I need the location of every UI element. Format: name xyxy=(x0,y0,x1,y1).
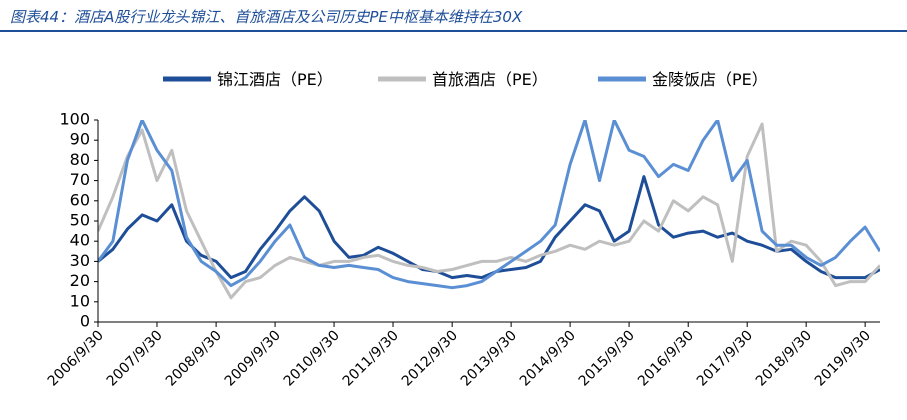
x-tick-label: 2019/9/30 xyxy=(812,328,874,390)
y-tick-label: 10 xyxy=(70,291,90,310)
x-tick-label: 2018/9/30 xyxy=(753,328,815,390)
y-tick-label: 80 xyxy=(70,150,90,169)
title-rule xyxy=(0,30,907,32)
x-tick-label: 2011/9/30 xyxy=(340,328,402,390)
y-tick-label: 40 xyxy=(70,231,90,250)
series-line-2 xyxy=(98,122,880,300)
x-tick-label: 2006/9/30 xyxy=(45,328,107,390)
y-tick-label: 0 xyxy=(80,312,90,331)
x-tick-label: 2015/9/30 xyxy=(576,328,638,390)
x-tick-label: 2017/9/30 xyxy=(694,328,756,390)
x-tick-label: 2008/9/30 xyxy=(163,328,225,390)
x-tick-label: 2014/9/30 xyxy=(517,328,579,390)
x-tick-label: 2016/9/30 xyxy=(635,328,697,390)
y-tick-label: 20 xyxy=(70,271,90,290)
y-tick-label: 50 xyxy=(70,211,90,230)
x-tick-label: 2010/9/30 xyxy=(281,328,343,390)
legend-label-2: 首旅酒店（PE） xyxy=(432,70,548,89)
legend-label-1: 锦江酒店（PE） xyxy=(217,70,333,89)
x-tick-label: 2009/9/30 xyxy=(222,328,284,390)
y-tick-label: 70 xyxy=(70,170,90,189)
y-tick-label: 90 xyxy=(70,130,90,149)
y-tick-label: 60 xyxy=(70,190,90,209)
y-tick-label: 30 xyxy=(70,251,90,270)
series-group xyxy=(98,120,880,300)
series-line-1 xyxy=(98,175,880,280)
series-line-3 xyxy=(98,120,880,290)
x-tick-label: 2013/9/30 xyxy=(458,328,520,390)
x-tick-label: 2012/9/30 xyxy=(399,328,461,390)
y-tick-label: 100 xyxy=(59,110,90,129)
chart-title: 图表44：酒店A股行业龙头锦江、首旅酒店及公司历史PE中枢基本维持在30X xyxy=(10,8,523,26)
legend: 锦江酒店（PE） 首旅酒店（PE） 金陵饭店（PE） xyxy=(163,70,768,89)
x-tick-label: 2007/9/30 xyxy=(104,328,166,390)
legend-label-3: 金陵饭店（PE） xyxy=(652,70,768,89)
